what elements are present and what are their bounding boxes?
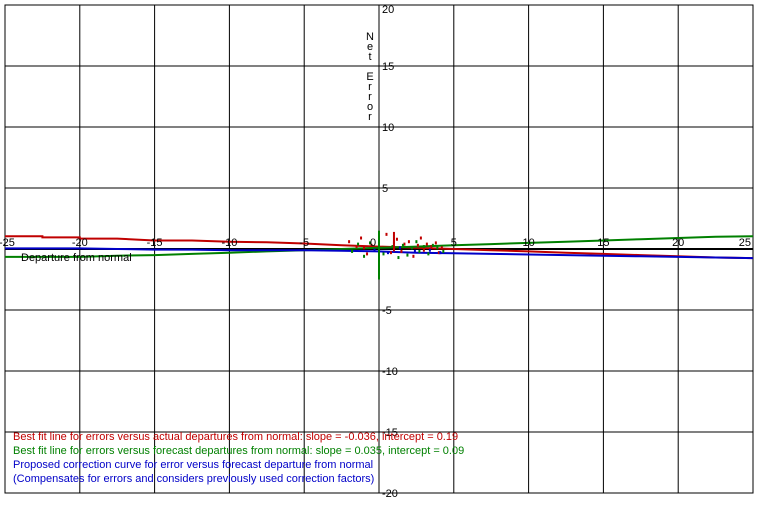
x-tick-label: -15 xyxy=(147,237,163,249)
actual-data-point xyxy=(416,243,419,247)
y-tick-label: -5 xyxy=(382,305,392,317)
x-tick-label: 5 xyxy=(451,237,457,249)
forecast-data-point xyxy=(431,243,434,247)
correction-data-point xyxy=(398,246,401,250)
forecast-series-line xyxy=(5,235,754,258)
legend-entry: Best fit line for errors versus forecast… xyxy=(13,445,464,457)
legend-entry: (Compensates for errors and considers pr… xyxy=(13,473,374,485)
y-tick-label: 20 xyxy=(382,4,394,16)
x-tick-label: 0 xyxy=(370,237,376,249)
legend-entry: Best fit line for errors versus actual d… xyxy=(13,431,458,443)
actual-data-point xyxy=(434,241,437,245)
forecast-data-point xyxy=(369,241,372,245)
x-tick-label: 15 xyxy=(597,237,609,249)
forecast-data-point xyxy=(401,243,404,247)
forecast-data-point xyxy=(442,249,445,253)
actual-data-point xyxy=(355,245,358,249)
forecast-data-point xyxy=(422,245,425,249)
x-tick-label: 25 xyxy=(739,237,751,249)
x-tick-label: 20 xyxy=(672,237,684,249)
x-tick-label: -20 xyxy=(72,237,88,249)
forecast-data-point xyxy=(351,249,354,253)
actual-data-point xyxy=(385,232,388,236)
x-tick-label: -10 xyxy=(221,237,237,249)
forecast-data-point xyxy=(415,240,418,244)
actual-data-point xyxy=(360,236,363,240)
actual-data-point xyxy=(366,252,369,256)
correction-data-point xyxy=(386,251,389,255)
actual-data-point xyxy=(412,254,415,258)
y-tick-label: -20 xyxy=(382,488,398,500)
forecast-data-point xyxy=(391,245,394,249)
y-tick-label: 15 xyxy=(382,61,394,73)
correction-data-point xyxy=(373,248,376,252)
y-tick-label: 5 xyxy=(382,183,388,195)
forecast-data-point xyxy=(406,253,409,257)
actual-data-point xyxy=(400,249,403,253)
actual-data-point xyxy=(348,240,351,244)
actual-data-point xyxy=(407,240,410,244)
correction-data-point xyxy=(428,248,431,252)
y-tick-label: -10 xyxy=(382,366,398,378)
forecast-data-point xyxy=(397,256,400,260)
actual-data-point xyxy=(395,237,398,241)
forecast-data-point xyxy=(363,254,366,258)
actual-data-point xyxy=(430,245,433,249)
actual-data-point xyxy=(437,251,440,255)
actual-data-point xyxy=(403,242,406,246)
actual-data-point xyxy=(419,236,422,240)
x-tick-label: 10 xyxy=(522,237,534,249)
forecast-data-point xyxy=(418,249,421,253)
actual-data-point xyxy=(363,246,366,250)
x-tick-label: -25 xyxy=(0,237,15,249)
actual-data-point xyxy=(425,242,428,246)
y-tick-label: -15 xyxy=(382,427,398,439)
correction-data-point xyxy=(439,251,442,255)
forecast-data-point xyxy=(410,246,413,250)
actual-series-line xyxy=(5,235,754,260)
correction-data-point xyxy=(413,249,416,253)
forecast-data-point xyxy=(382,252,385,256)
actual-data-point xyxy=(389,251,392,255)
forecast-data-point xyxy=(357,242,360,246)
x-tick-label: -5 xyxy=(299,237,309,249)
y-tick-label: 10 xyxy=(382,122,394,134)
actual-data-point xyxy=(422,248,425,252)
forecast-data-point xyxy=(427,252,430,256)
legend-entry: Proposed correction curve for error vers… xyxy=(13,459,373,471)
correction-series-line xyxy=(5,247,754,260)
forecast-data-point xyxy=(436,246,439,250)
x-axis-label: Departure from normal xyxy=(21,252,132,264)
actual-data-point xyxy=(370,243,373,247)
actual-data-point xyxy=(440,246,443,250)
